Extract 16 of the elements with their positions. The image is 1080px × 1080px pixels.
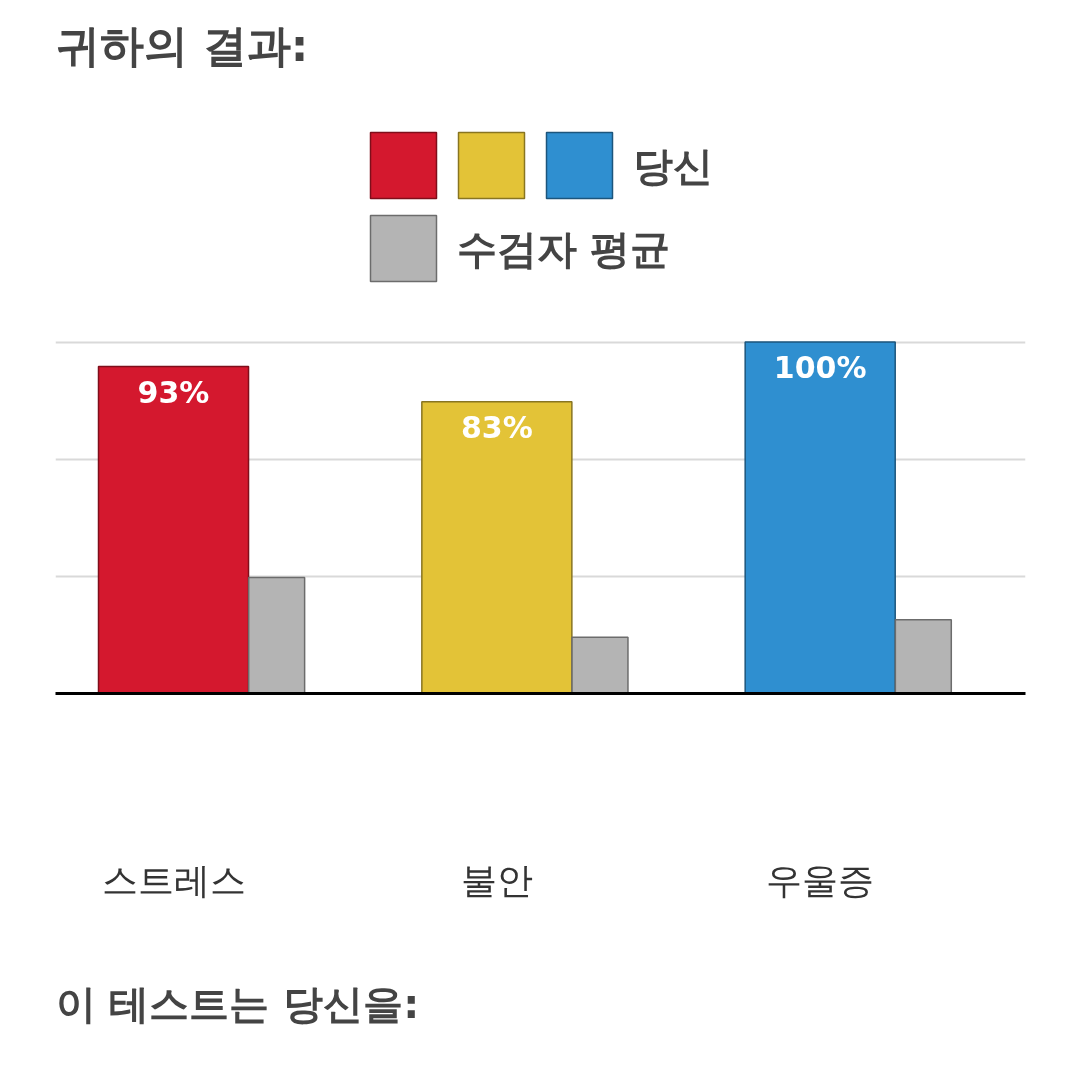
- bar: [421, 401, 573, 694]
- bar: [571, 636, 629, 694]
- legend-label: 수검자 평균: [456, 225, 671, 272]
- bar: [894, 618, 953, 694]
- chart-title: 귀하의 결과:: [55, 19, 309, 71]
- legend-label: 당신: [632, 142, 713, 189]
- data-label: 100%: [773, 350, 867, 386]
- data-label: 93%: [137, 374, 210, 410]
- text: 이 테스트는 당신을:: [55, 980, 420, 1027]
- bar: [97, 365, 250, 694]
- bar: [744, 341, 896, 694]
- data-label: 83%: [460, 409, 533, 445]
- x-tick-label: 우울증: [766, 859, 875, 901]
- bar: [247, 576, 306, 694]
- x-tick-label: 스트레스: [101, 859, 246, 901]
- x-tick-label: 불안: [460, 859, 533, 901]
